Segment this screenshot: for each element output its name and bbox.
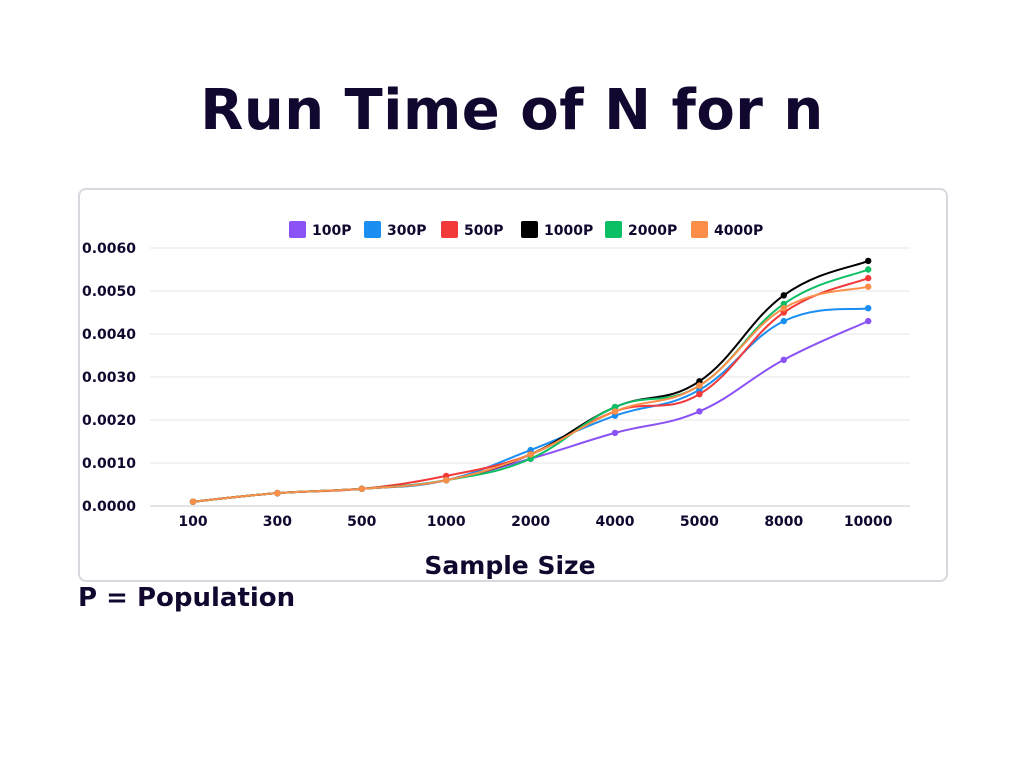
x-tick-label: 300: [263, 514, 292, 530]
legend-label-500p: 500P: [464, 223, 503, 239]
x-tick-label: 1000: [427, 514, 466, 530]
x-tick-label: 4000: [596, 514, 635, 530]
data-point-300p: [865, 305, 872, 312]
data-point-1000p: [780, 292, 787, 299]
legend-swatch-4000p: [691, 221, 708, 238]
legend-swatch-1000p: [521, 221, 538, 238]
data-point-4000p: [189, 498, 197, 505]
series-line-500p: [192, 277, 869, 503]
population-footnote: P = Population: [78, 583, 296, 613]
data-point-4000p: [358, 485, 365, 492]
y-tick-label: 0.0030: [82, 370, 136, 386]
legend-swatch-500p: [441, 221, 458, 238]
legend-swatch-300p: [364, 221, 381, 238]
legend-label-2000p: 2000P: [628, 223, 677, 239]
chart-title: Run Time of N for n: [200, 78, 824, 143]
series-line-300p: [192, 307, 869, 503]
legend-label-4000p: 4000P: [714, 223, 763, 239]
x-tick-label: 10000: [844, 514, 893, 530]
data-point-500p: [696, 391, 703, 398]
legend-swatch-2000p: [605, 221, 622, 238]
x-tick-label: 500: [347, 514, 376, 530]
y-tick-label: 0.0040: [82, 327, 136, 343]
line-chart: 0.0000 0.0010 0.0020 0.0030 0.0040 0.0050 0.00…: [82, 221, 910, 580]
legend-label-300p: 300P: [387, 223, 426, 239]
data-point-4000p: [865, 283, 872, 290]
x-tick-label: 5000: [680, 514, 719, 530]
legend-swatch-100p: [289, 221, 306, 238]
y-tick-label: 0.0000: [82, 499, 136, 515]
chart-card: 0.0000 0.0010 0.0020 0.0030 0.0040 0.0050 0.00…: [78, 188, 948, 582]
data-point-100p: [611, 429, 619, 437]
x-tick-label: 100: [178, 514, 207, 530]
data-point-4000p: [527, 451, 534, 458]
data-point-4000p: [274, 489, 281, 497]
x-tick-label: 8000: [764, 514, 803, 530]
legend-label-100p: 100P: [312, 223, 351, 239]
data-point-1000p: [865, 257, 872, 265]
data-point-300p: [780, 317, 787, 325]
y-tick-label: 0.0060: [82, 241, 136, 257]
data-point-100p: [865, 317, 872, 325]
series-line-100p: [192, 320, 869, 503]
x-axis-title: Sample Size: [424, 551, 595, 580]
data-point-4000p: [780, 305, 787, 312]
legend-label-1000p: 1000P: [544, 223, 593, 239]
data-point-100p: [780, 356, 787, 363]
y-tick-label: 0.0010: [82, 456, 136, 472]
series-line-1000p: [192, 259, 869, 503]
data-point-4000p: [443, 477, 450, 484]
y-tick-label: 0.0020: [82, 413, 136, 429]
data-point-100p: [696, 408, 703, 415]
data-point-4000p: [696, 382, 703, 389]
series-line-2000p: [192, 268, 869, 503]
data-point-2000p: [865, 266, 872, 273]
y-tick-label: 0.0050: [82, 284, 136, 300]
x-tick-label: 2000: [511, 514, 550, 530]
data-point-4000p: [611, 408, 619, 415]
data-point-500p: [865, 274, 872, 282]
